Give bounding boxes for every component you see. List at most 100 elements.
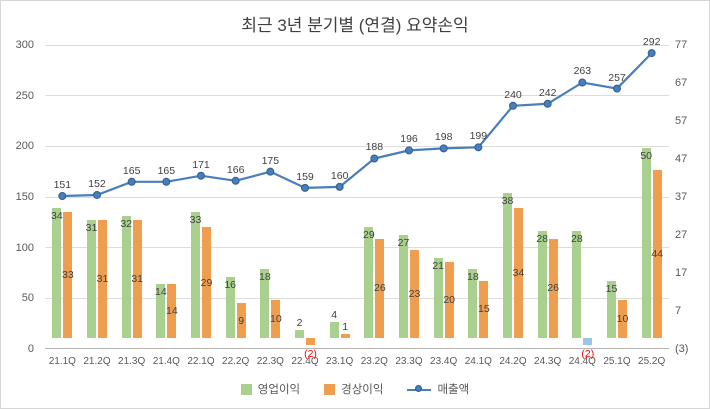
- line-value-label: 152: [88, 177, 106, 190]
- legend-marker-icon: [415, 384, 423, 392]
- bar-operating-profit: [433, 257, 443, 338]
- gridline: [45, 95, 669, 97]
- line-value-label: 159: [296, 170, 314, 183]
- y-axis-right-tick: 27: [675, 229, 688, 241]
- bar-ordinary-profit: [548, 238, 558, 338]
- y-axis-right: (3) 7 17 27 37 47 57 67 77: [673, 39, 709, 355]
- bar-operating-profit: [572, 231, 582, 338]
- gridline: [45, 196, 669, 198]
- bar-ordinary-profit: [375, 238, 385, 338]
- bar-value-label: 4: [331, 309, 338, 322]
- line-value-label: 165: [157, 164, 176, 177]
- legend-label: 경상이익: [341, 384, 384, 396]
- y-axis-left-tick: 150: [15, 191, 34, 203]
- legend: 영업이익 경상이익 매출액: [1, 381, 709, 397]
- x-axis-label: 25.1Q: [603, 356, 631, 367]
- bar-value-label: 9: [238, 314, 245, 327]
- x-axis-label: 24.2Q: [499, 356, 527, 367]
- gridline: [45, 145, 669, 147]
- line-value-label: 175: [261, 154, 280, 167]
- bar-value-label: 31: [85, 221, 98, 234]
- legend-item-operating-profit: 영업이익: [240, 381, 300, 397]
- revenue-marker: [58, 191, 67, 200]
- y-axis-left: 0 50 100 150 200 250 300: [1, 39, 39, 355]
- bar-operating-profit: [225, 276, 235, 338]
- line-value-label: 196: [400, 133, 418, 146]
- bar-operating-profit: [537, 231, 547, 338]
- bar-value-label: 34: [512, 267, 525, 279]
- bar-value-label: 15: [605, 282, 618, 295]
- bar-ordinary-profit: [98, 219, 107, 338]
- bar-value-label: (2): [581, 348, 595, 361]
- x-axis-label: 24.3Q: [534, 356, 562, 367]
- x-axis-label: 23.3Q: [395, 356, 423, 367]
- line-value-label: 166: [226, 163, 245, 176]
- bar-value-label: 27: [397, 237, 410, 249]
- bar-operating-profit: [468, 269, 478, 338]
- x-axis-label: 22.1Q: [187, 356, 215, 367]
- line-value-label: 199: [469, 130, 488, 143]
- legend-item-ordinary-profit: 경상이익: [324, 381, 383, 397]
- bar-ordinary-profit: [236, 303, 246, 338]
- chart-title: 최근 3년 분기별 (연결) 요약손익: [241, 16, 469, 35]
- line-value-label: 151: [53, 178, 72, 191]
- bar-ordinary-profit: [444, 261, 454, 338]
- legend-line-swatch-icon: [407, 384, 432, 394]
- bar-value-label: 44: [651, 248, 663, 260]
- bar-value-label: 10: [269, 312, 282, 325]
- bar-operating-profit: [121, 216, 131, 338]
- x-axis-label: 24.1Q: [464, 356, 492, 367]
- bar-ordinary-profit: [479, 280, 489, 338]
- x-axis-label: 21.1Q: [48, 356, 76, 367]
- bar-ordinary-profit: [652, 170, 662, 338]
- bar-value-label: 21: [432, 259, 444, 272]
- bar-value-label: 16: [224, 278, 236, 291]
- line-value-label: 257: [608, 71, 626, 84]
- bar-value-label: 1: [342, 320, 349, 333]
- y-axis-right-tick: 57: [675, 115, 688, 127]
- bar-value-label: 28: [570, 233, 583, 246]
- bar-value-label: 26: [373, 282, 386, 295]
- y-axis-right-tick: 7: [675, 305, 682, 317]
- bar-operating-profit: [191, 212, 200, 338]
- revenue-line-layer: [58, 49, 656, 200]
- bar-value-label: 32: [120, 218, 132, 230]
- x-axis-label: 22.4Q: [291, 356, 319, 367]
- bar-value-label: 38: [501, 195, 514, 208]
- legend-swatch-icon: [240, 383, 252, 395]
- bar-operating-profit: [87, 219, 96, 338]
- line-value-label: 160: [330, 169, 349, 182]
- x-axis-label: 23.4Q: [430, 356, 458, 367]
- y-axis-left-tick: 0: [27, 343, 34, 355]
- bar-value-label: (2): [304, 348, 317, 361]
- revenue-marker: [301, 183, 309, 192]
- y-axis-right-tick: 17: [675, 267, 688, 279]
- bar-operating-profit: [503, 193, 512, 338]
- line-value-label: 240: [504, 88, 522, 101]
- y-axis-right-tick: 67: [675, 77, 688, 89]
- revenue-marker: [266, 167, 275, 176]
- revenue-marker: [231, 176, 240, 185]
- revenue-marker: [197, 171, 205, 180]
- revenue-marker: [93, 190, 101, 199]
- y-axis-left-tick: 50: [21, 292, 34, 305]
- y-axis-left-tick: 250: [15, 89, 34, 102]
- bar-value-label: 18: [258, 271, 271, 284]
- y-axis-right-tick: 37: [675, 191, 688, 203]
- revenue-marker: [127, 177, 136, 186]
- line-value-label: 188: [365, 141, 384, 154]
- bar-ordinary-profit: [132, 219, 142, 338]
- plot-area: 34 31 32 14 33 16 18 2 4 29 27 21 18 38 28 28 15 50 33 31 31…: [45, 36, 669, 360]
- line-value-label: 198: [434, 131, 453, 144]
- revenue-marker: [613, 84, 621, 93]
- bar-ordinary-profit: [583, 337, 593, 346]
- x-axis-line: [45, 348, 669, 349]
- line-value-label: 242: [538, 86, 557, 99]
- x-axis-label: 25.2Q: [638, 356, 666, 367]
- bar-value-label: 14: [154, 286, 167, 299]
- y-axis-right-tick: 77: [675, 39, 688, 51]
- bar-ordinary-profit: [167, 284, 177, 338]
- bar-value-label: 50: [640, 149, 652, 162]
- x-axis-label: 23.1Q: [326, 356, 354, 367]
- bar-value-label: 34: [50, 210, 63, 223]
